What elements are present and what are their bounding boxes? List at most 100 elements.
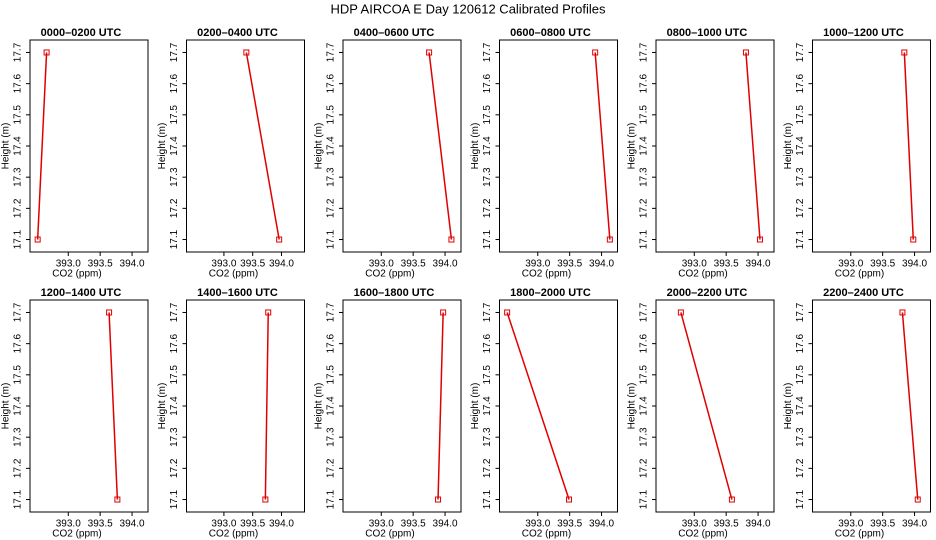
y-tick-label: 17.2 xyxy=(482,198,493,218)
y-tick-label: 17.1 xyxy=(795,489,806,509)
point xyxy=(756,236,763,243)
y-tick-label: 17.5 xyxy=(639,365,650,385)
profile-line xyxy=(506,312,570,500)
plot-frame xyxy=(186,299,305,513)
y-tick-label: 17.7 xyxy=(482,302,493,322)
plot-frame xyxy=(499,299,618,513)
x-tick-label: 394.0 xyxy=(269,519,294,530)
y-tick-label: 17.2 xyxy=(639,458,650,478)
x-tick-label: 393.0 xyxy=(56,519,81,530)
y-tick-label: 17.5 xyxy=(482,365,493,385)
panel-title: 0600–0800 UTC xyxy=(510,27,591,39)
point xyxy=(43,49,50,56)
point xyxy=(566,496,573,503)
point xyxy=(677,309,684,316)
y-tick-label: 17.4 xyxy=(482,396,493,416)
x-tick-label: 394.0 xyxy=(902,259,927,270)
plot-frame xyxy=(342,39,462,253)
point xyxy=(243,49,250,56)
y-axis-label: Height (m) xyxy=(470,383,481,430)
x-tick-label: 393.5 xyxy=(714,519,739,530)
y-tick-label: 17.3 xyxy=(169,427,180,447)
y-tick-label: 17.7 xyxy=(639,302,650,322)
x-tick-label: 393.5 xyxy=(240,519,265,530)
point xyxy=(265,309,272,316)
plot-frame xyxy=(812,299,931,513)
panel-title: 1200–1400 UTC xyxy=(41,287,122,299)
x-tick-label: 394.0 xyxy=(589,519,614,530)
point xyxy=(114,496,121,503)
x-axis-label: CO2 (ppm) xyxy=(522,529,571,540)
y-axis-label: Height (m) xyxy=(157,383,168,430)
profile-line xyxy=(108,312,119,500)
y-tick-label: 17.6 xyxy=(13,73,24,93)
y-tick-label: 17.7 xyxy=(169,302,180,322)
x-tick-label: 393.0 xyxy=(211,259,236,270)
y-tick-label: 17.2 xyxy=(795,458,806,478)
point xyxy=(901,49,908,56)
point xyxy=(914,496,921,503)
panel-title: 0000–0200 UTC xyxy=(41,27,122,39)
y-tick-label: 17.3 xyxy=(482,427,493,447)
x-tick-label: 393.0 xyxy=(838,259,863,270)
profile-line xyxy=(594,52,611,240)
y-tick-label: 17.1 xyxy=(795,229,806,249)
panel-title: 0200–0400 UTC xyxy=(197,27,278,39)
y-tick-label: 17.6 xyxy=(326,333,337,353)
point xyxy=(34,236,41,243)
y-tick-label: 17.1 xyxy=(13,489,24,509)
y-tick-label: 17.5 xyxy=(13,105,24,125)
x-tick-label: 394.0 xyxy=(589,259,614,270)
x-axis-label: CO2 (ppm) xyxy=(835,529,884,540)
panel-title: 0400–0600 UTC xyxy=(354,27,435,39)
panel-title: 1000–1200 UTC xyxy=(823,27,904,39)
y-axis-label: Height (m) xyxy=(627,383,638,430)
profile-line xyxy=(264,312,269,500)
x-axis-label: CO2 (ppm) xyxy=(209,269,258,280)
y-tick-label: 17.2 xyxy=(169,198,180,218)
panel-title: 0800–1000 UTC xyxy=(667,27,748,39)
point xyxy=(742,49,749,56)
y-tick-label: 17.4 xyxy=(326,136,337,156)
x-axis-label: CO2 (ppm) xyxy=(52,529,101,540)
x-axis-label: CO2 (ppm) xyxy=(678,529,727,540)
y-tick-label: 17.2 xyxy=(482,458,493,478)
profile-line xyxy=(245,52,280,240)
y-tick-label: 17.7 xyxy=(13,42,24,62)
point xyxy=(440,309,447,316)
y-tick-label: 17.7 xyxy=(13,302,24,322)
x-tick-label: 393.0 xyxy=(525,519,550,530)
y-axis-label: Height (m) xyxy=(783,123,794,170)
plot-frame xyxy=(186,39,305,253)
y-tick-label: 17.7 xyxy=(639,42,650,62)
x-axis-label: CO2 (ppm) xyxy=(835,269,884,280)
profile-line xyxy=(680,312,733,500)
y-tick-label: 17.6 xyxy=(482,333,493,353)
x-tick-label: 393.5 xyxy=(714,259,739,270)
y-tick-label: 17.1 xyxy=(639,229,650,249)
y-tick-label: 17.3 xyxy=(169,167,180,187)
x-tick-label: 394.0 xyxy=(746,519,771,530)
point xyxy=(448,236,455,243)
x-tick-label: 394.0 xyxy=(120,259,145,270)
y-tick-label: 17.6 xyxy=(13,333,24,353)
y-tick-label: 17.7 xyxy=(169,42,180,62)
y-tick-label: 17.2 xyxy=(169,458,180,478)
point xyxy=(504,309,511,316)
y-tick-label: 17.1 xyxy=(326,489,337,509)
y-tick-label: 17.3 xyxy=(13,427,24,447)
y-tick-label: 17.2 xyxy=(795,198,806,218)
y-tick-label: 17.3 xyxy=(639,167,650,187)
y-axis-label: Height (m) xyxy=(627,123,638,170)
point xyxy=(910,236,917,243)
x-tick-label: 394.0 xyxy=(433,519,458,530)
y-tick-label: 17.5 xyxy=(795,365,806,385)
y-axis-label: Height (m) xyxy=(157,123,168,170)
y-tick-label: 17.3 xyxy=(795,427,806,447)
x-tick-label: 393.0 xyxy=(369,259,394,270)
y-tick-label: 17.3 xyxy=(482,167,493,187)
y-tick-label: 17.5 xyxy=(13,365,24,385)
plot-frame xyxy=(499,39,618,253)
y-tick-label: 17.2 xyxy=(326,458,337,478)
y-tick-label: 17.6 xyxy=(795,73,806,93)
